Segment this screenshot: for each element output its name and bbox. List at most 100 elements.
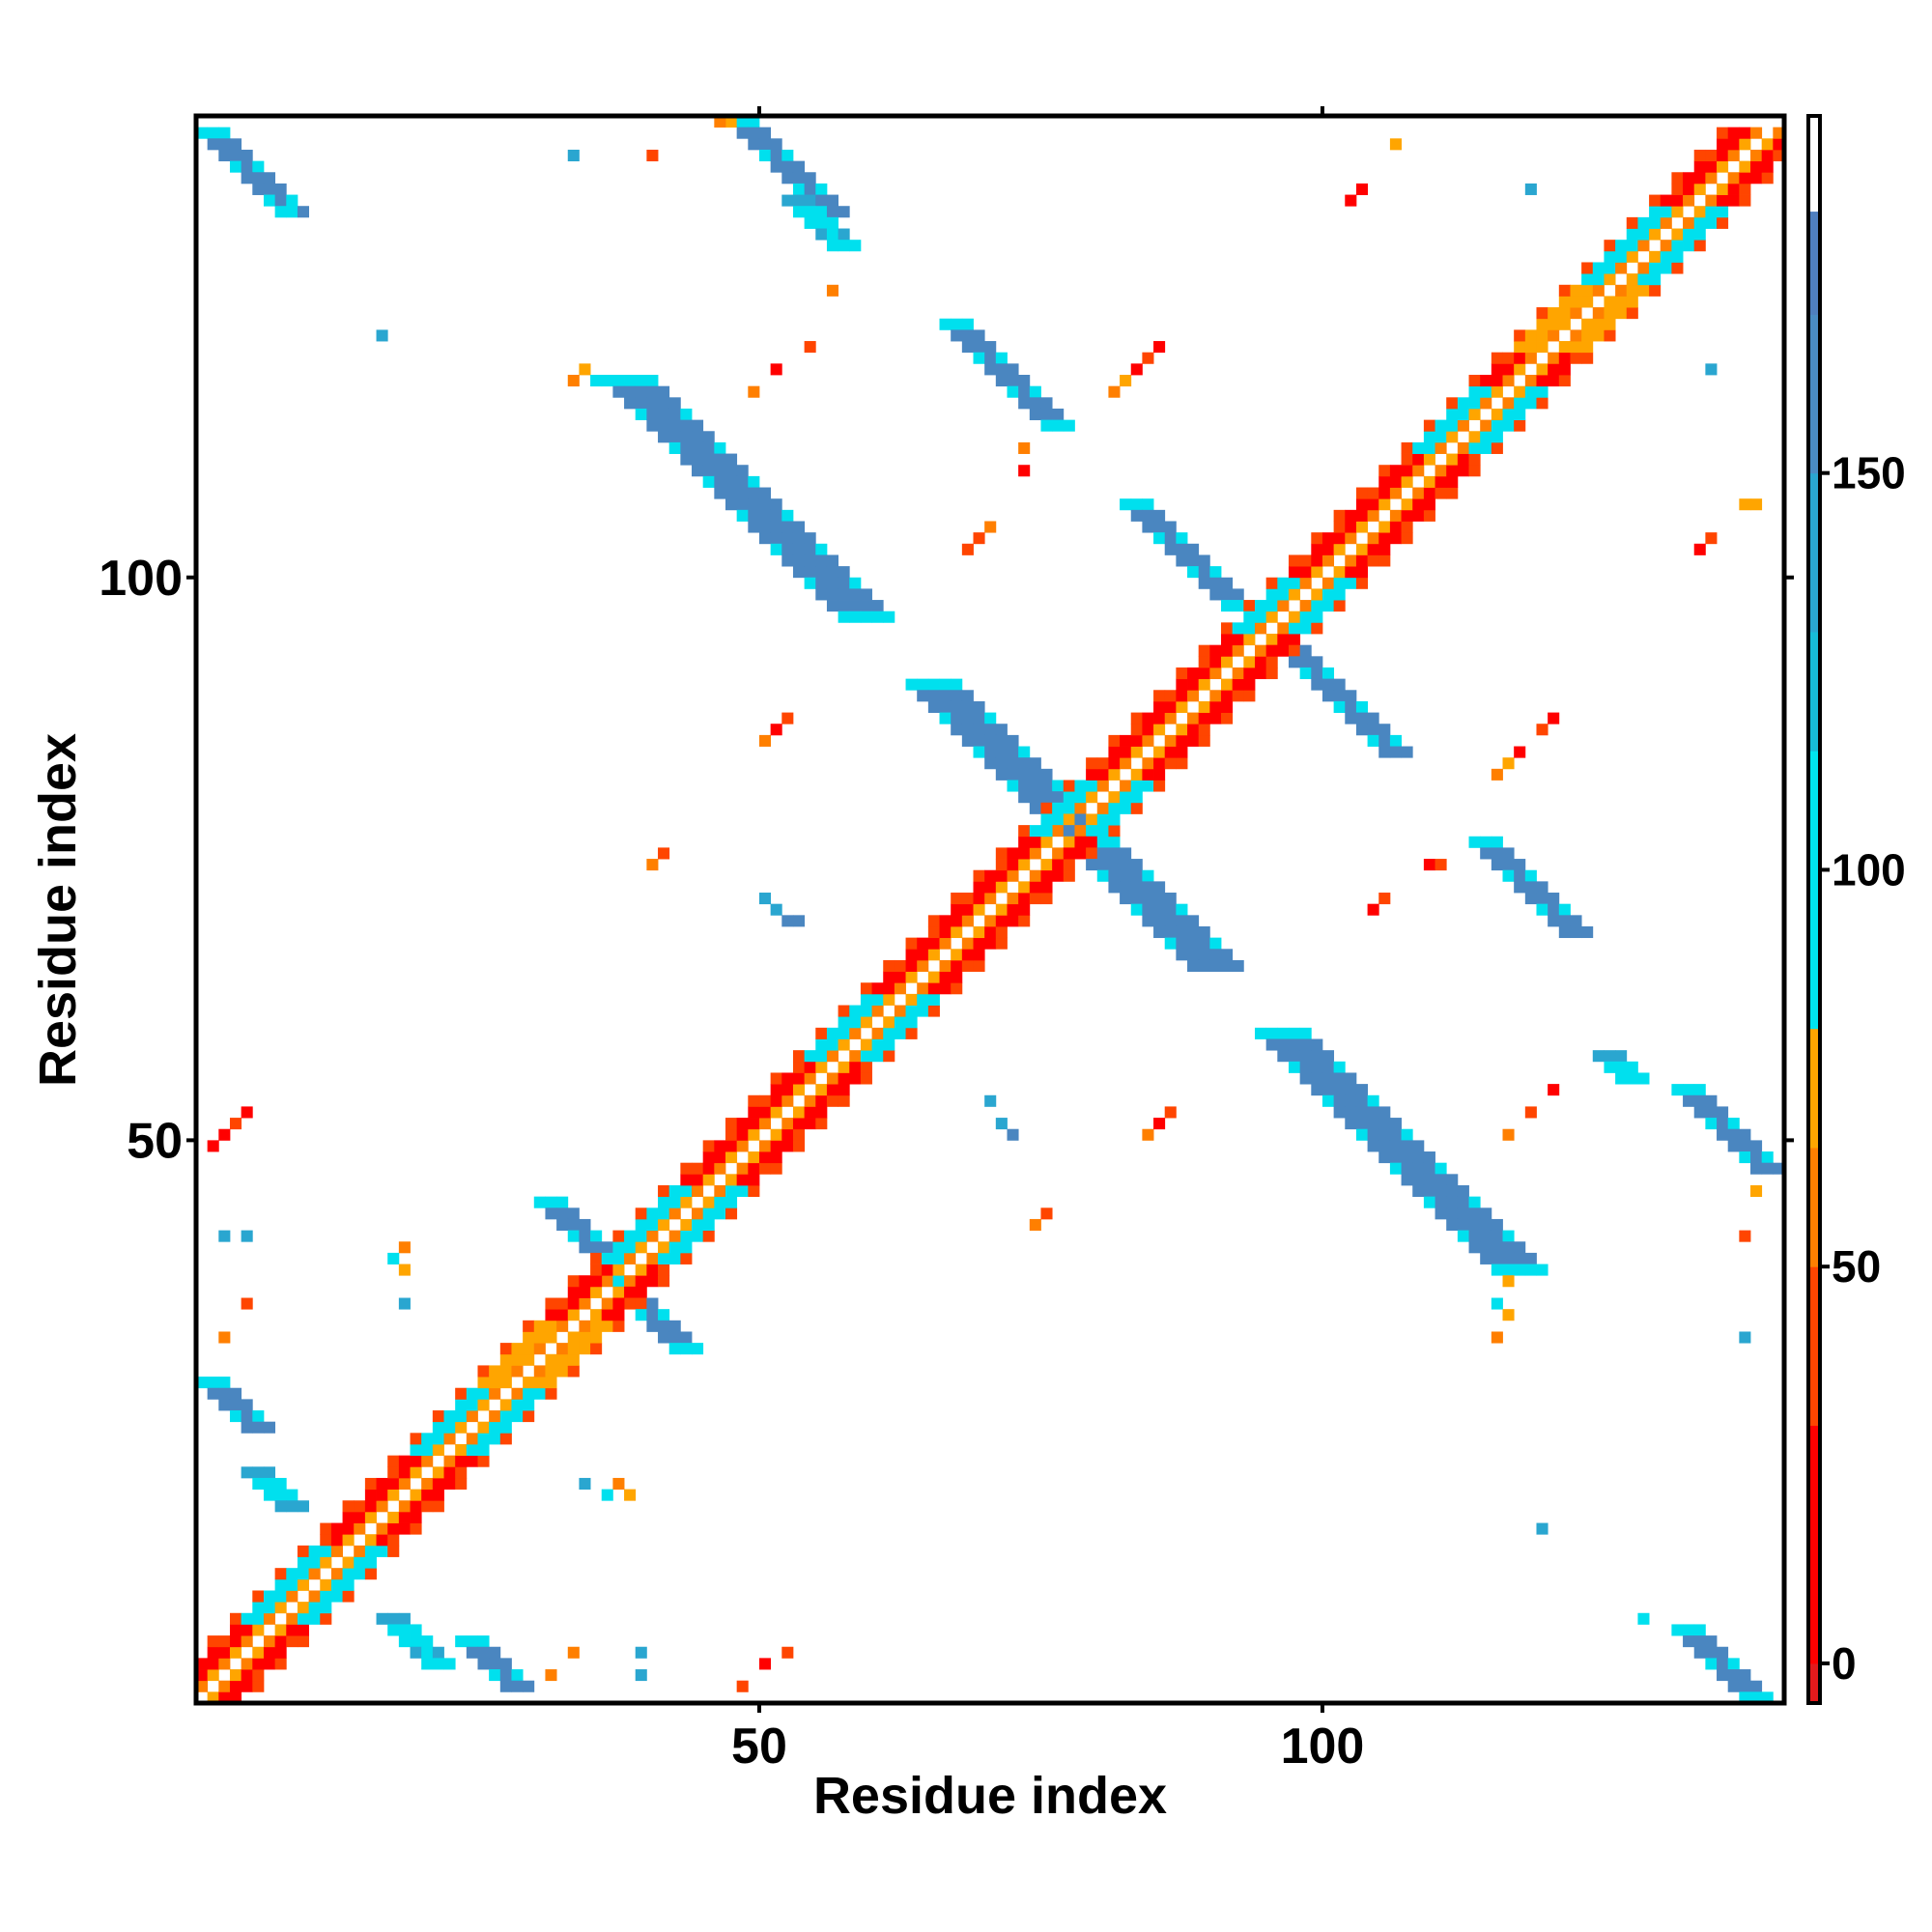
heatmap-cell: [398, 1511, 411, 1523]
heatmap-cell: [1773, 138, 1785, 151]
heatmap-cell: [1514, 1264, 1526, 1276]
heatmap-cell: [1502, 1241, 1515, 1254]
heatmap-cell: [241, 1421, 253, 1434]
heatmap-cell: [297, 1556, 309, 1569]
heatmap-cell: [274, 1646, 287, 1659]
heatmap-cell: [961, 690, 974, 702]
heatmap-cell: [1671, 1624, 1684, 1636]
heatmap-cell: [1524, 1252, 1537, 1264]
heatmap-cell: [421, 1443, 434, 1457]
heatmap-cell: [1502, 408, 1515, 421]
heatmap-cell: [1558, 363, 1571, 376]
y-axis-label: Residue index: [29, 733, 87, 1087]
heatmap-cell: [1389, 1140, 1402, 1152]
heatmap-cell: [792, 554, 806, 567]
heatmap-cell: [905, 1016, 918, 1029]
heatmap-cell: [579, 363, 591, 376]
heatmap-cell: [1693, 149, 1706, 162]
heatmap-cell: [702, 1151, 715, 1164]
heatmap-cell: [792, 566, 806, 579]
heatmap-cell: [410, 1489, 422, 1501]
heatmap-cell: [556, 1297, 569, 1310]
heatmap-cell: [241, 1106, 253, 1119]
heatmap-cell: [1333, 1106, 1346, 1119]
heatmap-cell: [1311, 1038, 1323, 1051]
heatmap-cell: [792, 543, 806, 555]
heatmap-cell: [1514, 881, 1526, 894]
heatmap-cell: [894, 1027, 906, 1039]
heatmap-cell: [1018, 915, 1031, 927]
heatmap-cell: [229, 1646, 242, 1659]
heatmap-cell: [1468, 385, 1481, 398]
heatmap-cell: [1727, 149, 1740, 162]
heatmap-cell: [499, 1669, 512, 1682]
heatmap-cell: [1096, 847, 1109, 860]
heatmap-cell: [1514, 419, 1526, 432]
heatmap-cell: [635, 1218, 647, 1231]
heatmap-cell: [758, 1140, 772, 1152]
heatmap-cell: [1074, 825, 1087, 838]
heatmap-cell: [1187, 937, 1200, 950]
heatmap-cell: [1435, 859, 1447, 871]
heatmap-cell: [1029, 1218, 1041, 1231]
heatmap-cell: [466, 1646, 478, 1659]
heatmap-cell: [781, 194, 794, 207]
heatmap-cell: [714, 475, 726, 488]
heatmap-cell: [1209, 656, 1222, 668]
heatmap-cell: [1187, 915, 1200, 927]
heatmap-cell: [961, 734, 974, 747]
heatmap-cell: [1209, 566, 1222, 579]
colorbar: [1806, 114, 1822, 1705]
heatmap-cell: [274, 1635, 287, 1648]
heatmap-cell: [804, 1061, 816, 1073]
heatmap-cell: [1514, 746, 1526, 758]
heatmap-cell: [229, 1691, 242, 1704]
heatmap-cell: [1321, 554, 1335, 567]
heatmap-cell: [1074, 791, 1087, 804]
heatmap-cell: [1412, 1140, 1425, 1152]
heatmap-cell: [511, 1365, 524, 1378]
heatmap-cell: [1120, 893, 1132, 905]
heatmap-cell: [1660, 216, 1672, 229]
heatmap-cell: [927, 1005, 940, 1017]
heatmap-cell: [702, 453, 715, 466]
heatmap-cell: [984, 869, 997, 882]
heatmap-cell: [849, 1072, 862, 1085]
heatmap-cell: [545, 1669, 557, 1682]
heatmap-cell: [1693, 183, 1706, 195]
heatmap-cell: [274, 183, 287, 195]
heatmap-cell: [1299, 1050, 1312, 1063]
heatmap-cell: [1321, 667, 1335, 680]
heatmap-cell: [1052, 825, 1065, 838]
heatmap-cell: [1548, 915, 1560, 927]
heatmap-cell: [1277, 1027, 1290, 1039]
heatmap-cell: [1277, 588, 1290, 601]
heatmap-cell: [1581, 352, 1594, 364]
heatmap-cell: [1683, 194, 1695, 207]
heatmap-cell: [770, 138, 782, 151]
y-tick-label: 50: [127, 1113, 183, 1169]
heatmap-cell: [590, 1343, 603, 1355]
heatmap-cell: [601, 1275, 613, 1288]
heatmap-cell: [567, 375, 580, 387]
heatmap-cell: [1198, 644, 1210, 657]
heatmap-cell: [894, 1005, 906, 1017]
heatmap-cell: [229, 1387, 242, 1400]
heatmap-cell: [1265, 1038, 1278, 1051]
heatmap-cell: [781, 1072, 794, 1085]
heatmap-cell: [590, 1241, 603, 1254]
heatmap-cell: [1164, 746, 1177, 758]
heatmap-cell: [1524, 881, 1537, 894]
heatmap-cell: [1604, 1050, 1616, 1063]
heatmap-cell: [748, 487, 760, 499]
heatmap-cell: [1524, 869, 1537, 882]
heatmap-cell: [1040, 1208, 1053, 1220]
heatmap-cell: [196, 127, 209, 139]
heatmap-cell: [1176, 690, 1188, 702]
heatmap-cell: [838, 228, 850, 241]
heatmap-cell: [1321, 678, 1335, 691]
heatmap-cell: [320, 1590, 332, 1603]
heatmap-cell: [781, 1128, 794, 1141]
heatmap-cell: [432, 1500, 444, 1513]
